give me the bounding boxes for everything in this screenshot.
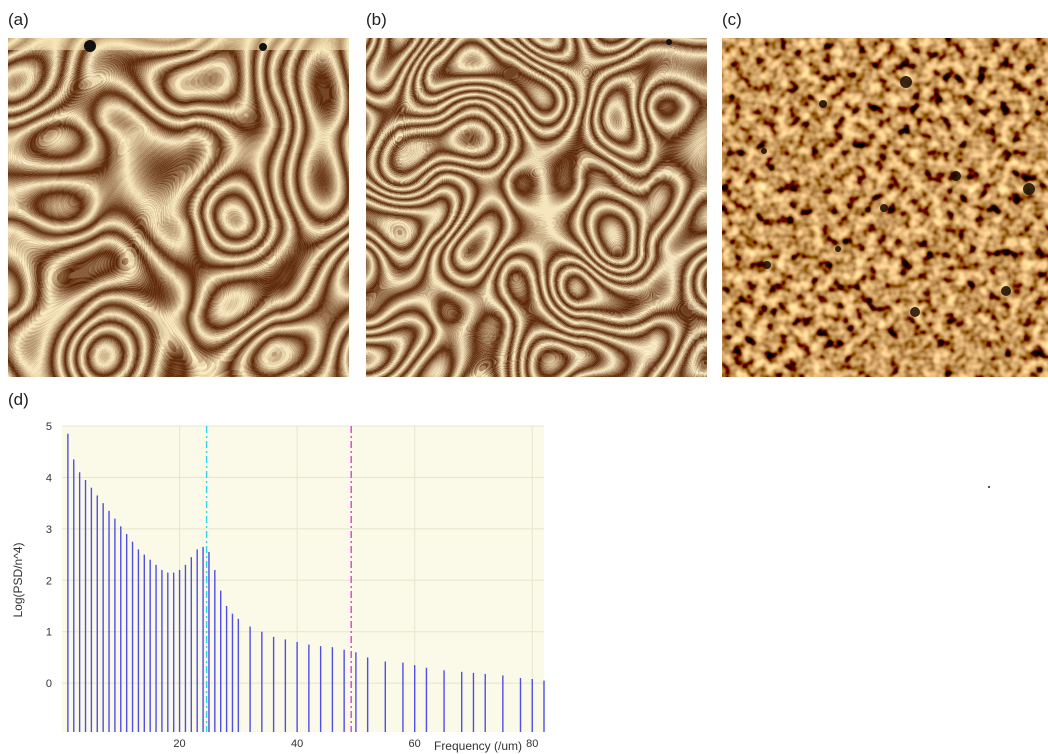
- bar: [143, 554, 145, 732]
- bar: [308, 644, 310, 732]
- y-tick-label: 2: [46, 575, 52, 587]
- bar: [184, 564, 187, 732]
- bar: [155, 564, 157, 732]
- bar: [343, 649, 345, 732]
- y-tick-label: 5: [46, 421, 52, 433]
- afm-image-b: [366, 38, 707, 377]
- x-tick-label: 20: [173, 738, 185, 750]
- bar: [108, 510, 110, 732]
- bar: [519, 678, 522, 732]
- y-axis-label: Log(PSD/n^4): [11, 542, 25, 617]
- bar: [231, 613, 234, 732]
- bar: [472, 672, 475, 732]
- bar: [413, 665, 416, 732]
- bar: [102, 503, 104, 732]
- bar: [443, 670, 445, 732]
- bar: [120, 526, 122, 732]
- y-tick-label: 4: [46, 472, 52, 484]
- bar: [461, 671, 463, 732]
- bar: [214, 570, 216, 732]
- bar: [543, 680, 545, 732]
- psd-chart: 0 1 2 3 4 5 20 40 60 80 Log(PSD/n^4) Frequency (…: [0, 410, 552, 754]
- bar: [384, 661, 386, 732]
- plot-area: [62, 426, 544, 732]
- panel-label-d: (d): [8, 390, 29, 409]
- psd-bars: [67, 433, 545, 732]
- panel-label-c: (c): [722, 10, 742, 29]
- bar: [355, 652, 357, 732]
- bar: [178, 570, 181, 732]
- bar: [84, 480, 87, 732]
- bar: [90, 487, 93, 732]
- y-tick-label: 3: [46, 524, 52, 536]
- bar: [484, 673, 486, 732]
- bar: [131, 541, 134, 732]
- bar: [78, 472, 81, 732]
- bar: [125, 534, 128, 732]
- afm-image-c: [722, 38, 1048, 377]
- bar: [137, 549, 140, 732]
- bar: [531, 679, 533, 732]
- bar: [167, 572, 169, 732]
- bar: [284, 639, 287, 732]
- bar: [249, 626, 251, 732]
- panel-label-a: (a): [8, 10, 29, 29]
- bar: [73, 459, 75, 732]
- bar: [114, 518, 116, 732]
- y-tick-labels: 0 1 2 3 4 5: [46, 421, 52, 690]
- bar: [425, 667, 428, 732]
- bar: [319, 646, 322, 732]
- x-axis-label: Frequency (/um): [434, 739, 522, 753]
- bar: [190, 557, 193, 732]
- bar: [296, 642, 298, 732]
- panel-label-b: (b): [366, 10, 387, 29]
- bar: [237, 618, 240, 732]
- stray-dot: [988, 486, 990, 488]
- bar: [149, 559, 151, 732]
- bar: [96, 495, 98, 732]
- bar: [161, 570, 163, 732]
- bar: [261, 631, 263, 732]
- x-tick-labels: 20 40 60 80: [173, 738, 538, 750]
- bar: [225, 606, 228, 732]
- afm-image-a: [8, 38, 349, 377]
- reference-lines: [205, 426, 352, 732]
- bar: [172, 572, 175, 732]
- x-tick-label: 80: [526, 738, 538, 750]
- bar: [67, 433, 69, 732]
- bar: [196, 549, 198, 732]
- y-tick-label: 1: [46, 627, 52, 639]
- x-tick-label: 60: [409, 738, 421, 750]
- bar: [202, 546, 204, 732]
- bar: [331, 647, 334, 732]
- x-tick-label: 40: [291, 738, 303, 750]
- bar: [366, 657, 369, 732]
- bar: [208, 552, 210, 732]
- bar: [220, 590, 222, 732]
- bar: [272, 636, 275, 732]
- y-tick-label: 0: [46, 678, 52, 690]
- bar: [502, 675, 504, 732]
- bar: [402, 662, 404, 732]
